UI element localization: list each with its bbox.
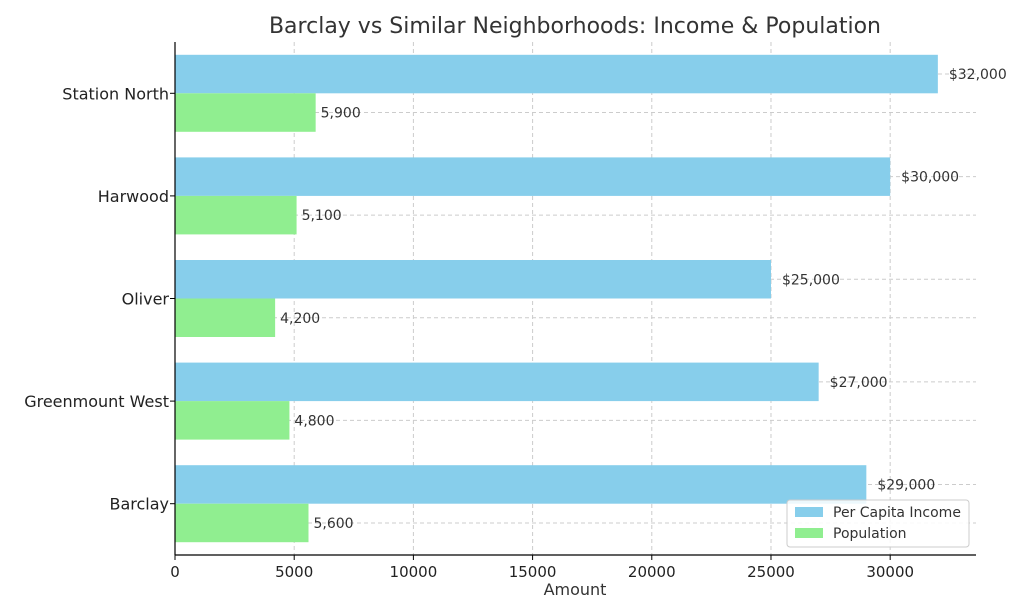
category-label: Barclay <box>109 495 169 514</box>
category-label: Station North <box>62 84 169 103</box>
population-value-label: 5,900 <box>321 106 361 122</box>
population-bar <box>175 401 290 440</box>
population-bar <box>175 195 297 235</box>
population-value-label: 4,800 <box>294 413 334 429</box>
income-bar <box>175 260 771 299</box>
legend-box <box>786 499 970 548</box>
x-tick-label: 20000 <box>628 563 676 581</box>
population-bar <box>175 503 309 543</box>
income-bar <box>175 54 938 94</box>
x-tick-label: 0 <box>170 563 180 581</box>
legend-swatch-income <box>795 507 823 517</box>
x-tick-label: 25000 <box>747 563 795 581</box>
legend-swatch-population <box>795 528 823 538</box>
income-value-label: $27,000 <box>830 375 888 391</box>
x-ticks: 0 5000 10000 15000 20000 25000 30000 <box>170 555 914 581</box>
income-bar <box>175 362 819 402</box>
category-label: Harwood <box>98 187 169 206</box>
population-value-label: 5,600 <box>314 516 354 532</box>
x-tick-label: 5000 <box>275 563 313 581</box>
population-bar <box>175 298 276 337</box>
x-axis-title: Amount <box>544 580 607 599</box>
legend: Per Capita Income Population <box>786 499 970 548</box>
income-value-label: $25,000 <box>782 272 840 288</box>
income-value-label: $32,000 <box>949 67 1007 83</box>
income-value-label: $29,000 <box>877 477 935 493</box>
chart-title: Barclay vs Similar Neighborhoods: Income… <box>269 14 881 39</box>
category-label: Greenmount West <box>24 392 169 411</box>
x-tick-label: 30000 <box>866 563 914 581</box>
x-tick-label: 10000 <box>390 563 438 581</box>
income-value-label: $30,000 <box>901 170 959 186</box>
data-labels: $32,000 5,900 $30,000 5,100 $25,000 4,200 $27,… <box>280 67 1007 532</box>
legend-label-population: Population <box>833 526 907 542</box>
x-tick-label: 15000 <box>509 563 557 581</box>
income-bar <box>175 157 891 196</box>
population-bar <box>175 93 316 132</box>
population-value-label: 5,100 <box>302 208 342 224</box>
population-value-label: 4,200 <box>280 311 320 327</box>
category-labels: Station North Harwood Oliver Greenmount Wes… <box>24 84 175 514</box>
legend-label-income: Per Capita Income <box>833 505 961 521</box>
category-label: Oliver <box>122 290 170 309</box>
income-bar <box>175 465 867 504</box>
bars <box>175 54 938 543</box>
